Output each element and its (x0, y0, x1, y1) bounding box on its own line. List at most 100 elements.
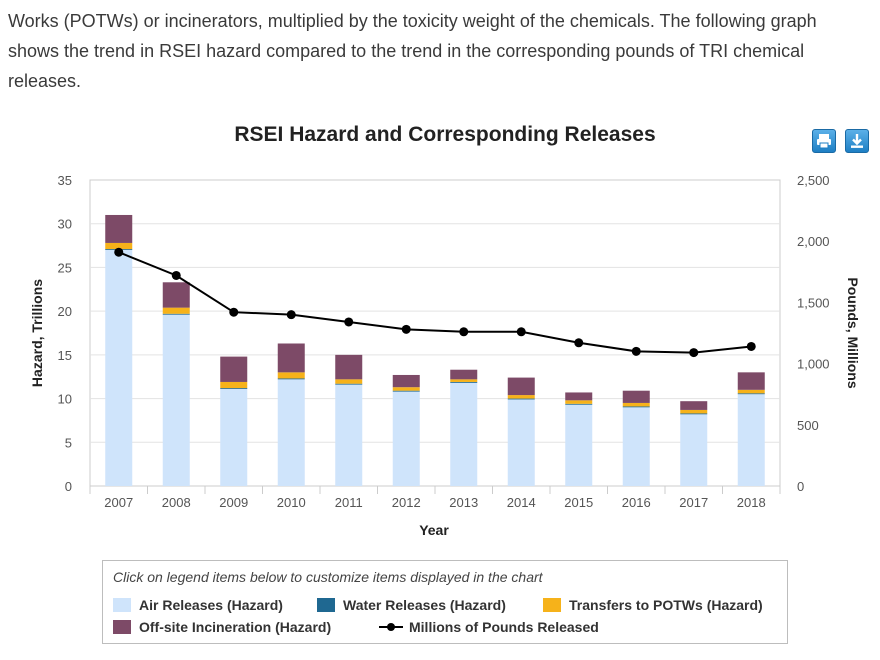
y-tick-label: 35 (58, 173, 72, 188)
x-axis-title: Year (419, 522, 449, 538)
pounds-point (344, 317, 354, 327)
bar-segment (277, 372, 305, 379)
bar-segment (680, 409, 708, 414)
download-icon (851, 134, 863, 148)
bar-segment (622, 402, 650, 407)
bar-segment (105, 249, 133, 486)
bar-segment (162, 314, 190, 486)
bar-segment (277, 379, 305, 486)
download-button[interactable] (845, 129, 869, 153)
y2-tick-label: 0 (797, 479, 804, 494)
x-tick-label: 2010 (277, 495, 306, 510)
y2-tick-label: 500 (797, 418, 819, 433)
bar-segment (392, 391, 420, 486)
bar-segment (277, 378, 305, 380)
legend-swatch-incineration (113, 620, 131, 634)
y-tick-label: 10 (58, 392, 72, 407)
bar-segment (450, 382, 478, 486)
legend-swatch-potws (543, 598, 561, 612)
bar-segment (277, 343, 305, 373)
legend-label-pounds: Millions of Pounds Released (409, 619, 599, 635)
bar-segment (450, 381, 478, 383)
y-axis-title: Hazard, Trillions (29, 279, 45, 387)
pounds-point (171, 270, 181, 280)
pounds-point (631, 346, 641, 356)
bar-segment (622, 407, 650, 486)
x-tick-label: 2007 (104, 495, 133, 510)
x-tick-label: 2012 (392, 495, 421, 510)
bar-segment (162, 313, 190, 315)
bar-segment (392, 374, 420, 388)
bar-segment (507, 399, 535, 486)
y-tick-label: 30 (58, 217, 72, 232)
bar-segment (392, 387, 420, 391)
bar-segment (565, 404, 593, 486)
y-tick-label: 5 (65, 435, 72, 450)
y2-tick-label: 2,000 (797, 234, 830, 249)
legend-item-air-releases[interactable]: Air Releases (Hazard) (113, 597, 283, 613)
legend-item-pounds-released[interactable]: Millions of Pounds Released (379, 619, 599, 635)
pounds-line (118, 251, 752, 354)
bar-segment (680, 401, 708, 410)
bar-segment (450, 379, 478, 382)
bar-segment (105, 242, 133, 250)
bar-segment (680, 414, 708, 486)
pounds-point (229, 307, 239, 317)
legend-item-offsite-incineration[interactable]: Off-site Incineration (Hazard) (113, 619, 331, 635)
x-tick-label: 2015 (564, 495, 593, 510)
bar-segment (335, 384, 363, 486)
y-tick-label: 20 (58, 304, 72, 319)
pounds-point (401, 324, 411, 334)
bar-segment (335, 383, 363, 385)
intro-paragraph: Works (POTWs) or incinerators, multiplie… (8, 11, 817, 91)
legend-swatch-water (317, 598, 335, 612)
bar-segment (450, 369, 478, 380)
pounds-point (746, 341, 756, 351)
bar-segment (737, 394, 765, 486)
x-tick-label: 2011 (335, 495, 363, 510)
legend-swatch-air (113, 598, 131, 612)
y2-tick-label: 2,500 (797, 173, 830, 188)
bar-segment (565, 403, 593, 405)
bar-segment (737, 389, 765, 394)
x-tick-label: 2016 (622, 495, 651, 510)
chart-legend: Click on legend items below to customize… (102, 560, 788, 644)
bar-segment (220, 356, 248, 382)
bar-segment (220, 381, 248, 389)
bar-segment (105, 214, 133, 243)
legend-note: Click on legend items below to customize… (113, 569, 543, 585)
bar-segment (565, 392, 593, 401)
legend-label-air: Air Releases (Hazard) (139, 597, 283, 613)
chart-plot: 0 5 10 15 20 25 30 35 0 500 1,000 1,500 2,000 2,500 20… (29, 173, 861, 538)
bar-segment (507, 395, 535, 399)
print-button[interactable] (812, 129, 836, 153)
y-tick-label: 15 (58, 348, 72, 363)
legend-item-transfers-potws[interactable]: Transfers to POTWs (Hazard) (543, 597, 763, 613)
bar-segment (220, 388, 248, 389)
bar-segment (335, 354, 363, 380)
legend-label-potws: Transfers to POTWs (Hazard) (569, 597, 763, 613)
x-tick-label: 2018 (737, 495, 766, 510)
y2-tick-label: 1,000 (797, 357, 830, 372)
pounds-point (689, 348, 699, 358)
pounds-point (574, 338, 584, 348)
pounds-point (516, 327, 526, 337)
y-tick-label: 25 (58, 260, 72, 275)
x-tick-label: 2017 (679, 495, 708, 510)
bar-segment (162, 282, 190, 308)
bar-segment (392, 390, 420, 392)
x-tick-label: 2009 (219, 495, 248, 510)
pounds-point (459, 327, 469, 337)
legend-label-water: Water Releases (Hazard) (343, 597, 506, 613)
bar-segment (622, 390, 650, 403)
bar-segment (335, 379, 363, 384)
legend-item-water-releases[interactable]: Water Releases (Hazard) (317, 597, 506, 613)
bar-segment (622, 406, 650, 408)
x-tick-label: 2008 (162, 495, 191, 510)
legend-label-incineration: Off-site Incineration (Hazard) (139, 619, 332, 635)
bar-segment (507, 377, 535, 396)
chart-title: RSEI Hazard and Corresponding Releases (234, 123, 656, 146)
printer-icon (817, 134, 831, 149)
bar-segment (680, 413, 708, 415)
x-tick-label: 2014 (507, 495, 536, 510)
